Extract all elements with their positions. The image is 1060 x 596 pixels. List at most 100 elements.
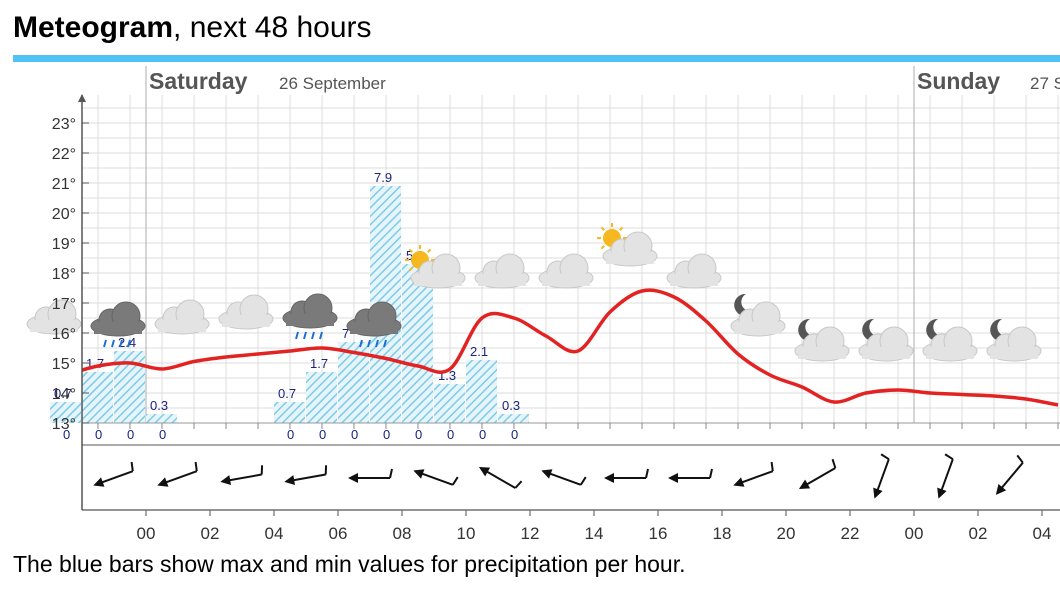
rain-drop	[359, 339, 363, 348]
sun-cloud-icon	[597, 223, 658, 267]
day-sunday-name: Sunday	[917, 68, 1000, 94]
wind-barb	[514, 480, 523, 489]
cloud-fill	[862, 347, 910, 359]
wind-barb	[831, 458, 837, 469]
wind-barb	[709, 468, 713, 479]
wind-arrow-icon	[668, 468, 713, 483]
sun-ray	[600, 226, 605, 231]
y-tick-label: 16°	[52, 326, 76, 343]
sun-ray	[408, 267, 413, 272]
x-tick-label: 22	[841, 524, 860, 543]
precip-bar	[402, 264, 433, 423]
precip-bar	[146, 414, 177, 423]
precip-min-label: 0	[287, 427, 294, 442]
precip-max-label: 0.3	[150, 398, 168, 413]
rain-drop	[311, 331, 315, 340]
wind-arrow-icon	[937, 453, 954, 499]
rain-drop	[295, 331, 299, 340]
moon-shape	[926, 318, 947, 341]
wind-arrow-icon	[873, 453, 890, 499]
x-tick-label: 04	[1033, 524, 1052, 543]
precip-bar	[82, 372, 113, 423]
rain-drop	[383, 339, 387, 348]
wind-head	[937, 487, 947, 499]
wind-barb	[645, 468, 649, 479]
rain-drop	[127, 339, 131, 348]
x-tick-label: 16	[649, 524, 668, 543]
day-saturday-name: Saturday	[149, 68, 248, 94]
wind-barb	[389, 468, 393, 479]
wind-head	[733, 477, 745, 487]
wind-barb	[880, 453, 890, 461]
x-tick-label: 02	[969, 524, 988, 543]
grid	[82, 66, 1060, 424]
cloud-fill	[734, 322, 782, 334]
precip-max-label: 7.9	[374, 170, 392, 185]
y-tick-label: 20°	[52, 206, 76, 223]
cloud-icon	[26, 299, 82, 335]
y-tick-label: 13°	[52, 416, 76, 433]
x-tick-label: 00	[905, 524, 924, 543]
precip-max-label: 0.3	[502, 398, 520, 413]
cloud-fill	[222, 315, 270, 327]
rain-drop	[367, 339, 371, 348]
cloud-fill	[94, 322, 142, 334]
precip-min-label: 0	[319, 427, 326, 442]
rain-drop	[375, 339, 379, 348]
moon-shape	[990, 318, 1011, 341]
precip-min-label: 0	[127, 427, 134, 442]
wind-head	[157, 477, 169, 487]
y-axis-arrow	[78, 94, 86, 102]
cloud-fill	[478, 274, 526, 286]
rain-drop	[103, 339, 107, 348]
precip-min-label: 0	[95, 427, 102, 442]
cloud-fill	[670, 274, 718, 286]
wind-head	[93, 477, 105, 487]
precip-bar	[434, 384, 465, 423]
precip-max-label: 0.7	[54, 386, 72, 401]
y-tick-label: 18°	[52, 266, 76, 283]
wind-head	[604, 473, 614, 483]
wind-head	[478, 467, 491, 477]
wind-arrow-icon	[733, 461, 774, 487]
wind-arrow-icon	[348, 468, 393, 483]
wind-barb	[324, 465, 328, 475]
wind-row	[93, 453, 1024, 499]
cloud-icon	[538, 253, 594, 289]
cloud-icon	[154, 299, 210, 335]
footer-caption: The blue bars show max and min values fo…	[13, 551, 686, 577]
moon-shape	[862, 318, 883, 341]
precip-bar	[50, 402, 81, 423]
precip-min-label: 0	[511, 427, 518, 442]
rain-cloud-icon	[346, 301, 402, 348]
day-sunday-date: 27 S	[1030, 74, 1060, 93]
wind-barb	[579, 476, 587, 486]
cloud-fill	[606, 252, 654, 264]
rain-drop	[119, 339, 123, 348]
precip-min-label: 0	[415, 427, 422, 442]
precip-min-label: 0	[63, 427, 70, 442]
rain-drop	[303, 331, 307, 340]
wind-barb	[1016, 454, 1024, 464]
cloud-fill	[798, 347, 846, 359]
wind-arrow-icon	[157, 461, 198, 487]
precip-bar	[306, 372, 337, 423]
moon-cloud-icon	[794, 318, 850, 362]
moon-shape	[798, 318, 819, 341]
cloud-fill	[286, 314, 334, 326]
day-saturday-date: 26 September	[279, 74, 386, 93]
rain-cloud-icon	[90, 301, 146, 348]
temperature-series	[82, 288, 1059, 407]
cloud-fill	[542, 274, 590, 286]
wind-head	[995, 483, 1007, 495]
x-tick-label: 04	[265, 524, 284, 543]
title-bold: Meteogram	[13, 11, 174, 44]
cloud-icon	[218, 294, 274, 330]
precip-max-label: 7	[342, 326, 349, 341]
wind-arrow-icon	[93, 461, 134, 487]
x-tick-label: 10	[457, 524, 476, 543]
temperature-line	[82, 288, 1059, 407]
weather-symbols	[26, 223, 1042, 362]
precip-bar	[466, 360, 497, 423]
sun-cloud-icon	[405, 245, 466, 289]
